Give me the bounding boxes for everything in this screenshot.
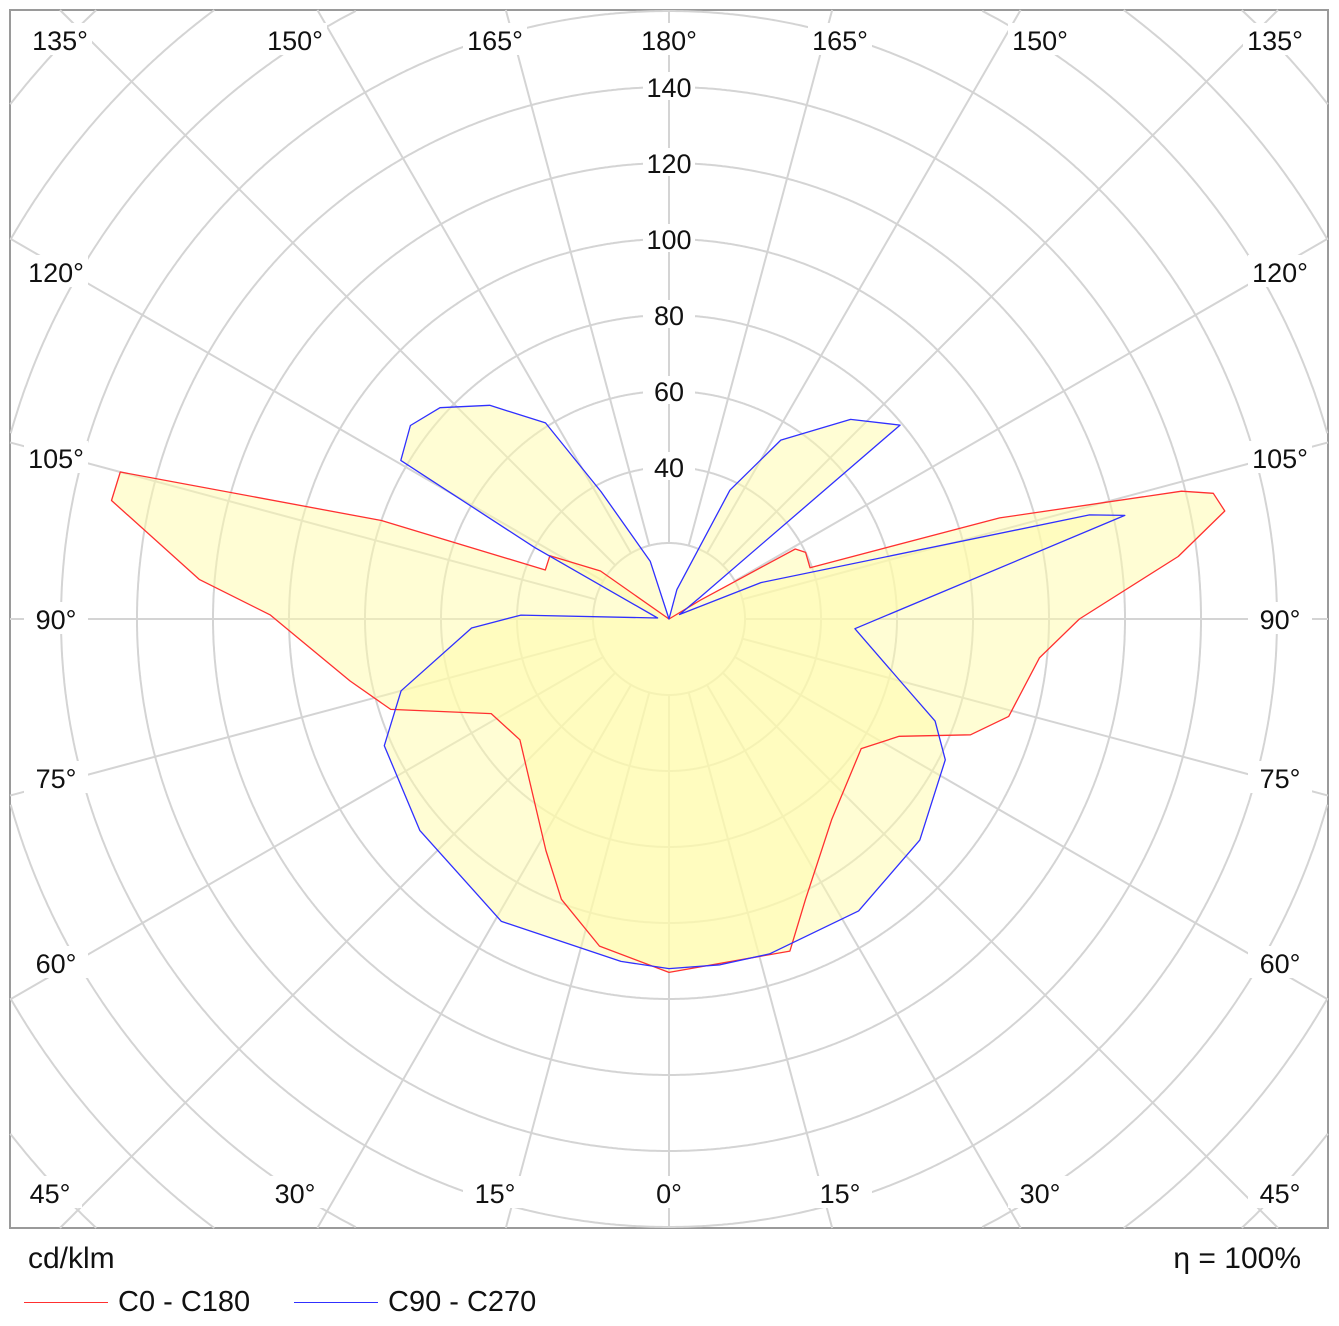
angle-label-bottom: 45° xyxy=(1260,1179,1301,1209)
grid-circle xyxy=(9,9,1329,1229)
grid-spoke xyxy=(316,9,632,554)
axis-labels: 40 60 80 100 120 140 135° 150° 165° 180° 165° 150° 1… xyxy=(18,23,1312,1209)
angle-label-bg xyxy=(24,441,88,473)
angle-label-bg xyxy=(1008,23,1072,55)
angle-label-bg xyxy=(637,1176,701,1208)
angle-label-bg xyxy=(24,946,88,978)
grid-circle xyxy=(9,10,1329,1228)
angle-label-right: 75° xyxy=(1260,764,1301,794)
radial-tick-label: 140 xyxy=(646,73,691,103)
angle-label-bg xyxy=(28,23,92,55)
radial-tick-label: 40 xyxy=(654,453,684,483)
radial-tick-label: 80 xyxy=(654,301,684,331)
angle-label-left: 105° xyxy=(28,444,84,474)
angle-label-bottom: 0° xyxy=(656,1179,682,1209)
angle-label-left: 90° xyxy=(36,605,77,635)
efficiency-label: η = 100% xyxy=(1173,1242,1301,1275)
angle-label-bg xyxy=(24,602,88,634)
angle-label-bottom: 30° xyxy=(1020,1179,1061,1209)
radial-tick-bg xyxy=(643,376,695,404)
angle-label-bg xyxy=(808,23,872,55)
angle-label-bg xyxy=(463,1176,527,1208)
angle-label-bg xyxy=(263,1176,327,1208)
angle-label-left: 60° xyxy=(36,949,77,979)
angle-label-bottom: 15° xyxy=(820,1179,861,1209)
series-line-c90-c270 xyxy=(383,404,1126,970)
angle-label-right: 105° xyxy=(1252,444,1308,474)
grid-spoke xyxy=(687,9,834,546)
radial-tick-label: 120 xyxy=(646,149,691,179)
angle-label-bg xyxy=(808,1176,872,1208)
angle-label-bg xyxy=(1248,441,1312,473)
radial-tick-bg xyxy=(643,300,695,328)
angle-label-top: 135° xyxy=(32,26,88,56)
legend-label: C90 - C270 xyxy=(388,1285,537,1318)
angle-label-bg xyxy=(24,255,88,287)
angle-label-bg xyxy=(1248,255,1312,287)
angle-label-bg xyxy=(18,1176,82,1208)
radial-tick-bg xyxy=(643,452,695,480)
angle-label-top: 180° xyxy=(641,26,697,56)
angle-label-right: 90° xyxy=(1260,605,1301,635)
angle-label-bg xyxy=(1248,761,1312,793)
angle-label-right: 120° xyxy=(1252,258,1308,288)
angle-label-bg xyxy=(637,23,701,55)
radial-tick-label: 60 xyxy=(654,377,684,407)
radial-tick-bg xyxy=(643,148,695,176)
angle-label-right: 60° xyxy=(1260,949,1301,979)
legend-item-c0-c180: C0 - C180 xyxy=(24,1284,250,1320)
angle-label-bg xyxy=(1248,1176,1312,1208)
legend-swatch-blue xyxy=(294,1301,378,1303)
unit-label: cd/klm xyxy=(28,1242,115,1275)
angle-label-bottom: 30° xyxy=(275,1179,316,1209)
angle-label-bottom: 15° xyxy=(475,1179,516,1209)
angle-label-bg xyxy=(263,23,327,55)
angle-label-top: 150° xyxy=(267,26,323,56)
grid-spoke xyxy=(734,237,1329,582)
grid-spoke xyxy=(504,9,651,546)
legend-swatch-red xyxy=(24,1301,108,1303)
series-line-c0-c180 xyxy=(110,471,1226,974)
radial-tick-bg xyxy=(643,224,695,252)
series-lines xyxy=(110,404,1226,974)
legend-label: C0 - C180 xyxy=(118,1285,251,1318)
angle-label-bg xyxy=(24,761,88,793)
angle-label-top: 150° xyxy=(1012,26,1068,56)
angle-label-bg xyxy=(1243,23,1307,55)
angle-label-top: 135° xyxy=(1247,26,1303,56)
angle-label-bottom: 45° xyxy=(30,1179,71,1209)
angle-label-left: 120° xyxy=(28,258,84,288)
angle-label-bg xyxy=(1248,946,1312,978)
angle-label-bg xyxy=(1248,602,1312,634)
angle-label-bg xyxy=(1008,1176,1072,1208)
angle-label-top: 165° xyxy=(467,26,523,56)
angle-label-top: 165° xyxy=(812,26,868,56)
legend-item-c90-c270: C90 - C270 xyxy=(294,1284,536,1320)
angle-label-left: 75° xyxy=(36,764,77,794)
radial-tick-label: 100 xyxy=(646,225,691,255)
angle-label-bg xyxy=(463,23,527,55)
radial-tick-bg xyxy=(643,72,695,100)
